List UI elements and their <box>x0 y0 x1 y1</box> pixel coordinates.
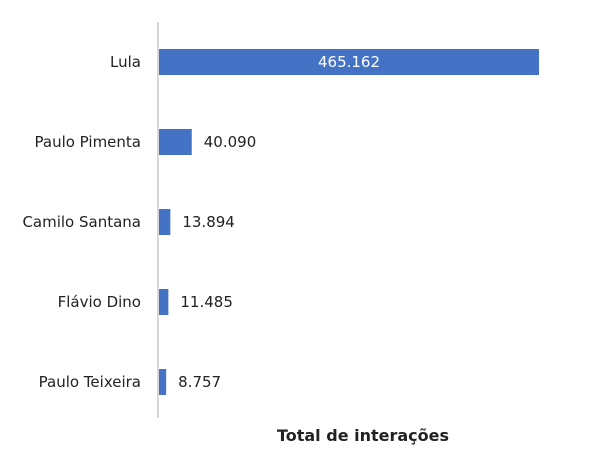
category-label-2: Camilo Santana <box>22 213 141 231</box>
bar-2 <box>159 209 171 235</box>
bar-4 <box>159 369 167 395</box>
value-label-1: 40.090 <box>204 133 257 151</box>
category-label-1: Paulo Pimenta <box>35 133 142 151</box>
bar-1 <box>159 129 192 155</box>
value-label-0: 465.162 <box>318 53 380 71</box>
bar-3 <box>159 289 169 315</box>
value-label-3: 11.485 <box>180 293 233 311</box>
value-label-4: 8.757 <box>178 373 221 391</box>
bars-group: Lula 465.162 Paulo Pimenta 40.090 Camilo San… <box>22 49 539 395</box>
bar-0 <box>159 49 539 75</box>
value-label-2: 13.894 <box>182 213 235 231</box>
category-label-3: Flávio Dino <box>58 293 141 311</box>
category-label-0: Lula <box>110 53 141 71</box>
x-axis-title: Total de interações <box>277 426 449 445</box>
category-label-4: Paulo Teixeira <box>39 373 141 391</box>
